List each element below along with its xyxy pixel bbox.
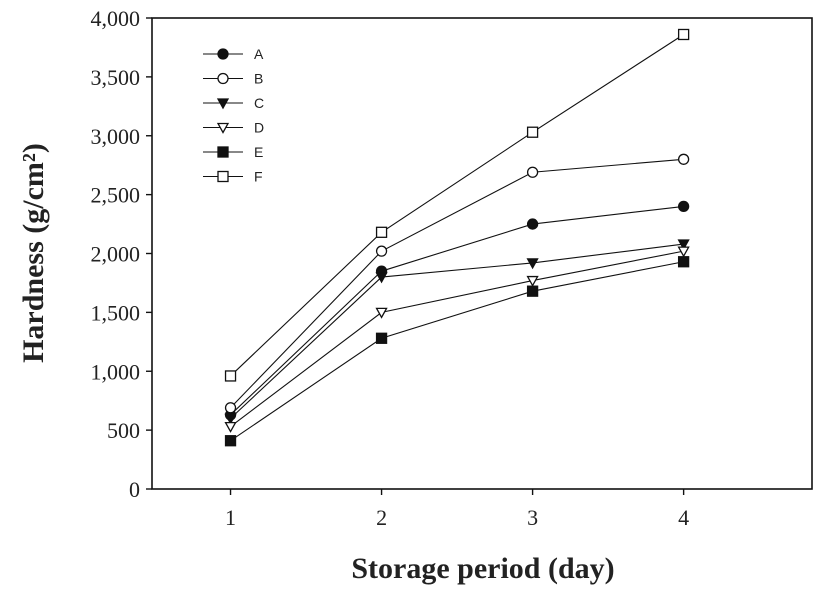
data-point-c [224,413,237,425]
data-point-b [224,402,237,414]
series-markers [224,28,690,447]
y-tick-label: 0 [129,477,140,502]
data-point-e [375,332,388,344]
legend-marker-c [216,98,230,110]
data-point-b [526,166,539,178]
legend-marker-a [217,48,229,60]
data-point-f [375,226,388,238]
x-axis-title: Storage period (day) [351,552,614,585]
data-point-e [224,435,237,447]
legend-marker-b [217,72,229,85]
plot-frame [151,17,813,490]
series-line-e [230,261,684,442]
data-point-a [526,218,539,230]
series-line-b [230,158,684,409]
y-tick-label: 1,000 [91,359,141,384]
series-line-d [230,250,684,428]
legend-marker-e [217,146,229,158]
data-point-d [677,246,690,258]
data-point-d [375,307,388,319]
legend-label-c: C [254,95,264,111]
data-point-b [375,245,388,257]
series-line-a [230,205,684,416]
legend-label-a: A [254,46,264,62]
data-point-b [677,153,690,165]
data-point-c [375,272,388,284]
y-tick-label: 3,500 [91,65,141,90]
data-point-f [526,126,539,138]
series-line-f [230,34,684,377]
data-point-e [677,256,690,268]
x-tick-label: 1 [225,505,236,530]
series-lines [230,34,684,442]
y-tick-label: 500 [107,418,140,443]
data-point-f [224,370,237,382]
x-tick-label: 2 [376,505,387,530]
data-point-c [677,239,690,251]
legend-marker-d [216,122,230,134]
data-point-d [224,421,237,433]
legend-marker-f [217,170,229,183]
x-tick-label: 4 [678,505,689,530]
legend-label-d: D [254,120,264,136]
data-point-f [677,28,690,41]
legend-label-b: B [254,71,263,87]
y-tick-label: 1,500 [91,300,141,325]
y-tick-label: 2,000 [91,242,141,267]
axes: 0 500 1,000 1,500 2,000 2,500 3,000 3,500 4,000 1… [91,6,813,530]
data-point-a [677,200,690,213]
data-point-c [526,258,539,270]
data-point-e [526,285,539,297]
y-axis-title: Hardness (g/cm²) [17,143,50,363]
y-tick-label: 2,500 [91,183,141,208]
series-line-c [230,243,684,419]
legend-label-f: F [254,169,263,185]
x-tick-label: 3 [527,505,538,530]
y-tick-label: 4,000 [91,6,141,31]
legend-label-e: E [254,144,263,160]
data-point-d [526,275,539,287]
y-tick-label: 3,000 [91,124,141,149]
